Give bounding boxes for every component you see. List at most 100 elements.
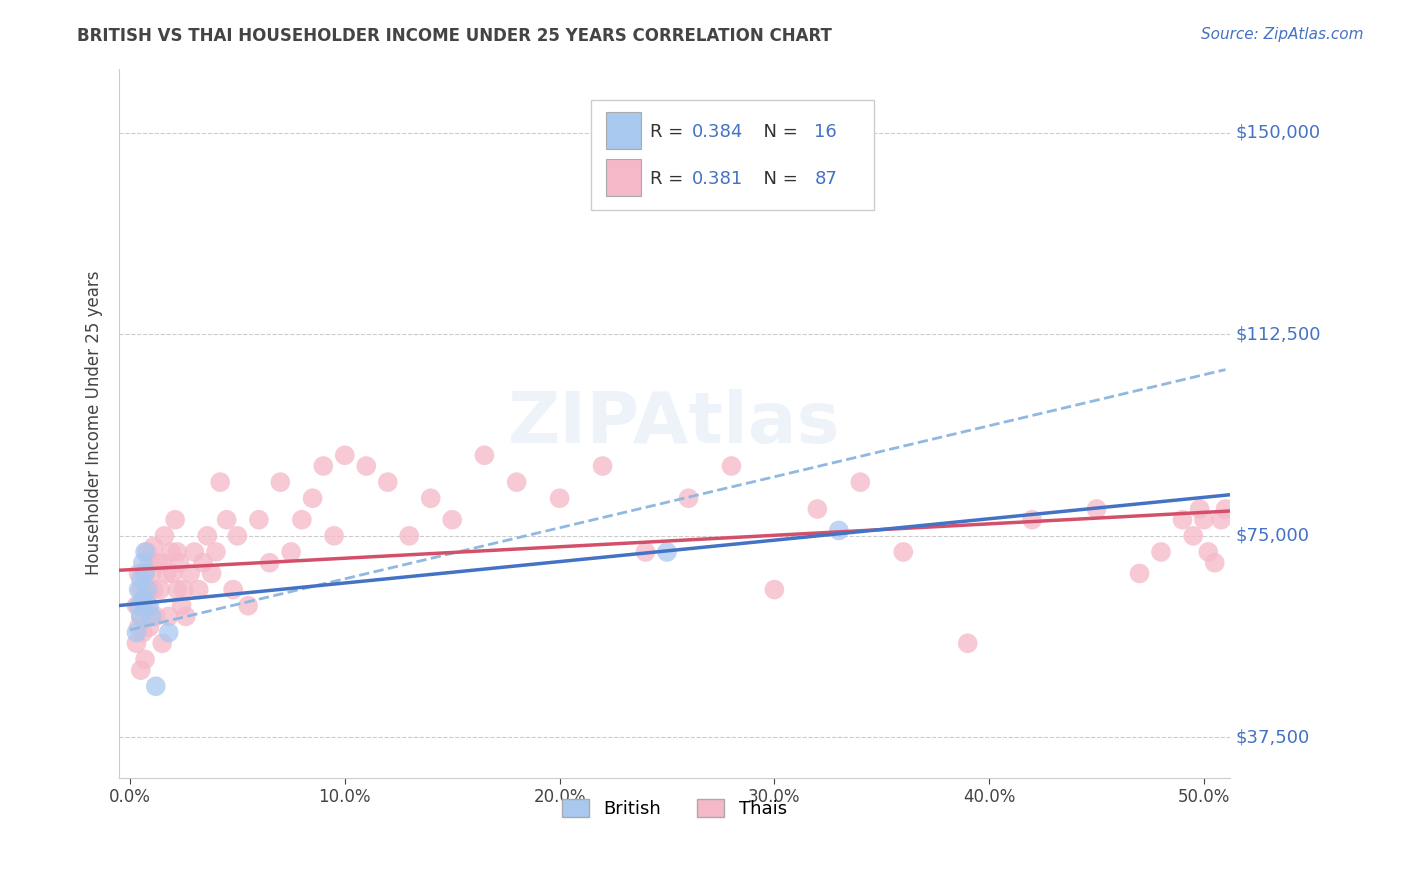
Text: R =: R = xyxy=(650,123,695,141)
Point xyxy=(1197,545,1219,559)
Point xyxy=(312,458,335,473)
Point xyxy=(128,566,150,581)
Point xyxy=(134,566,156,581)
Point xyxy=(956,636,979,650)
Point xyxy=(162,566,184,581)
Point xyxy=(1128,566,1150,581)
Point xyxy=(141,566,163,581)
Point xyxy=(1150,545,1173,559)
Point xyxy=(142,582,165,597)
Text: $37,500: $37,500 xyxy=(1236,728,1309,747)
Point xyxy=(129,582,152,597)
Text: $75,000: $75,000 xyxy=(1236,527,1309,545)
Point xyxy=(173,582,195,597)
Point xyxy=(155,566,177,581)
Point xyxy=(166,545,188,559)
Point xyxy=(150,636,173,650)
Point xyxy=(215,513,238,527)
Text: N =: N = xyxy=(752,123,804,141)
Point xyxy=(1085,502,1108,516)
Point xyxy=(291,513,314,527)
Point xyxy=(125,625,148,640)
Point xyxy=(226,529,249,543)
Point xyxy=(157,625,180,640)
Point xyxy=(142,540,165,554)
Point xyxy=(222,582,245,597)
Point xyxy=(138,620,160,634)
Point xyxy=(128,620,150,634)
Point xyxy=(128,599,150,613)
Point xyxy=(201,566,224,581)
Point xyxy=(138,556,160,570)
Point xyxy=(170,599,193,613)
Text: Source: ZipAtlas.com: Source: ZipAtlas.com xyxy=(1201,27,1364,42)
FancyBboxPatch shape xyxy=(592,101,875,211)
Point xyxy=(247,513,270,527)
Text: 87: 87 xyxy=(814,170,838,188)
Point xyxy=(166,582,188,597)
Text: $150,000: $150,000 xyxy=(1236,124,1320,142)
Point xyxy=(891,545,914,559)
Point xyxy=(209,475,232,490)
Point xyxy=(129,663,152,677)
Point xyxy=(1171,513,1194,527)
Point xyxy=(333,448,356,462)
Point xyxy=(129,609,152,624)
Point xyxy=(146,556,169,570)
Point xyxy=(153,529,176,543)
Point xyxy=(1211,513,1233,527)
Point xyxy=(849,475,872,490)
Point xyxy=(441,513,464,527)
Point xyxy=(125,636,148,650)
Point xyxy=(806,502,828,516)
Point xyxy=(128,582,150,597)
Text: 0.384: 0.384 xyxy=(692,123,744,141)
Point xyxy=(236,599,259,613)
Point xyxy=(1204,556,1226,570)
Point xyxy=(134,652,156,666)
Point xyxy=(132,593,155,607)
Point xyxy=(136,599,159,613)
Point xyxy=(280,545,302,559)
Point xyxy=(678,491,700,506)
Point xyxy=(377,475,399,490)
Point xyxy=(157,609,180,624)
Point xyxy=(655,545,678,559)
Point xyxy=(149,582,172,597)
Point xyxy=(138,599,160,613)
Legend: British, Thais: British, Thais xyxy=(555,791,794,825)
Text: 0.381: 0.381 xyxy=(692,170,744,188)
FancyBboxPatch shape xyxy=(606,159,641,196)
Text: ZIPAtlas: ZIPAtlas xyxy=(508,389,841,458)
Point xyxy=(174,609,197,624)
Point xyxy=(179,566,201,581)
FancyBboxPatch shape xyxy=(606,112,641,149)
Point xyxy=(129,609,152,624)
Point xyxy=(145,609,167,624)
Point xyxy=(132,593,155,607)
Point xyxy=(548,491,571,506)
Point xyxy=(1021,513,1043,527)
Point xyxy=(150,556,173,570)
Point xyxy=(1192,513,1215,527)
Point xyxy=(132,556,155,570)
Point xyxy=(132,625,155,640)
Point xyxy=(183,545,205,559)
Text: N =: N = xyxy=(752,170,804,188)
Point xyxy=(323,529,346,543)
Point xyxy=(169,556,191,570)
Point xyxy=(134,566,156,581)
Point xyxy=(1188,502,1211,516)
Point xyxy=(138,582,160,597)
Point xyxy=(828,524,851,538)
Point xyxy=(301,491,323,506)
Point xyxy=(205,545,228,559)
Point xyxy=(136,582,159,597)
Point xyxy=(419,491,441,506)
Text: R =: R = xyxy=(650,170,695,188)
Text: 16: 16 xyxy=(814,123,837,141)
Point xyxy=(159,545,181,559)
Point xyxy=(141,609,163,624)
Point xyxy=(634,545,657,559)
Point xyxy=(474,448,496,462)
